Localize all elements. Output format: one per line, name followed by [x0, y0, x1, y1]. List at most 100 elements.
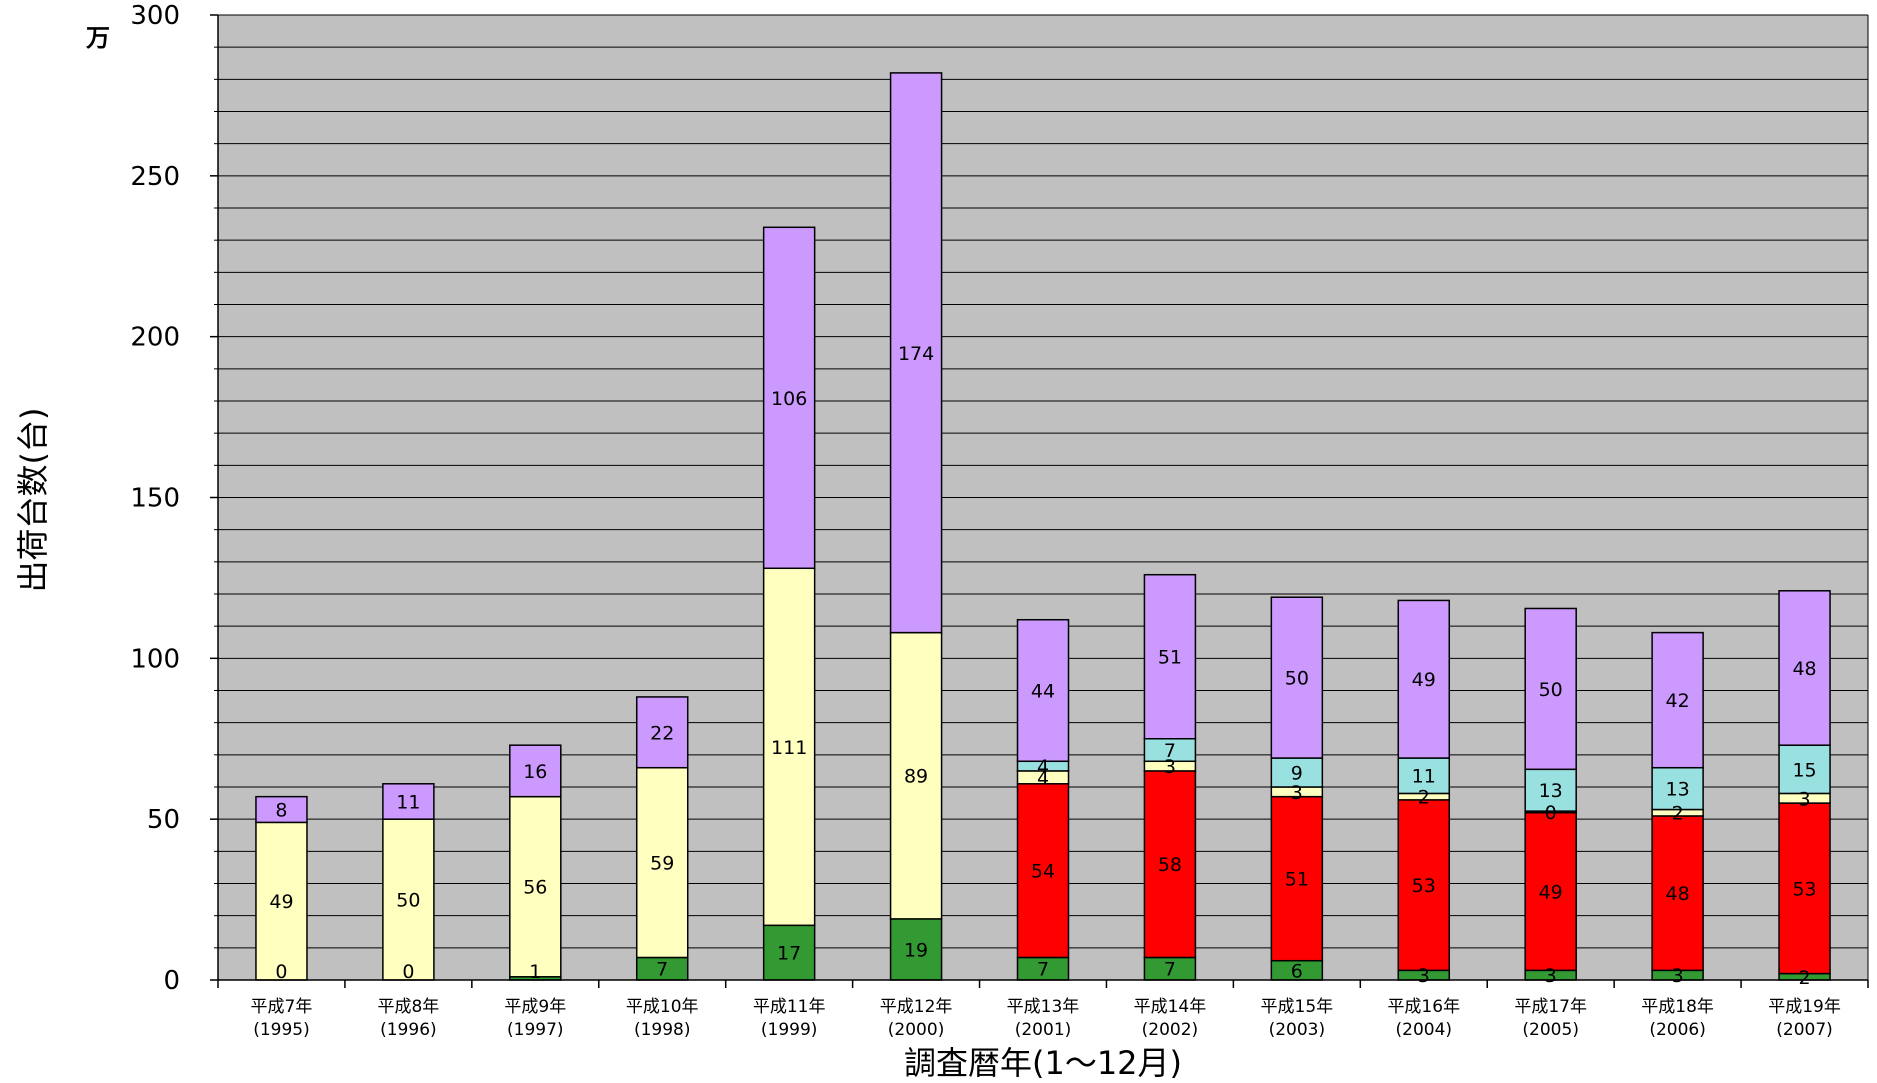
x-tick-label-line2: (2001) [1015, 1020, 1072, 1040]
data-label: 2 [1798, 967, 1810, 989]
x-tick-label: 平成15年 (2003) [1261, 997, 1334, 1040]
y-tick-label: 50 [147, 805, 180, 835]
x-tick-label-line2: (1995) [253, 1020, 310, 1040]
bar-segment [1397, 799, 1451, 972]
x-tick-label-line1: 平成15年 [1261, 997, 1334, 1017]
x-tick-label: 平成18年 (2006) [1641, 997, 1714, 1040]
data-label: 4 [1037, 767, 1049, 789]
bar-segment [1778, 590, 1831, 746]
x-tick-label: 平成12年 (2000) [880, 997, 953, 1040]
data-label: 7 [1164, 959, 1176, 981]
data-label: 3 [1418, 965, 1430, 987]
data-label: 106 [771, 388, 807, 410]
x-tick-label: 平成17年 (2005) [1514, 997, 1587, 1040]
y-axis-title: 出荷台数(台) [14, 408, 52, 593]
data-label: 42 [1666, 690, 1690, 712]
bar-segment [1270, 795, 1324, 962]
bar-segment [1524, 607, 1577, 771]
data-label: 11 [396, 791, 420, 813]
data-label: 16 [523, 761, 547, 783]
data-label: 2 [1418, 787, 1430, 809]
bar-segment [1016, 783, 1070, 959]
x-tick-label-line1: 平成10年 [626, 997, 699, 1017]
data-label: 13 [1666, 779, 1690, 801]
x-tick-label-line1: 平成9年 [504, 997, 566, 1017]
data-label: 6 [1291, 960, 1303, 982]
data-label: 3 [1291, 782, 1303, 804]
bar-segment [762, 567, 816, 927]
data-label: 51 [1158, 647, 1182, 669]
bar-segment [1524, 811, 1577, 972]
bar-segment [635, 766, 689, 959]
data-label: 48 [1666, 883, 1690, 905]
data-label: 11 [1412, 766, 1436, 788]
x-tick-label: 平成14年 (2002) [1134, 997, 1207, 1040]
bar-segment [509, 744, 562, 798]
data-label: 50 [1285, 668, 1309, 690]
x-tick-label-line1: 平成17年 [1514, 997, 1587, 1017]
data-label: 2 [1672, 803, 1684, 825]
data-label: 54 [1031, 861, 1055, 883]
data-label: 22 [650, 722, 674, 744]
data-label: 1 [529, 961, 541, 983]
y-tick-label: 250 [130, 162, 180, 192]
x-tick-label-line2: (2004) [1396, 1020, 1453, 1040]
x-tick-label-line1: 平成12年 [880, 997, 953, 1017]
bar-segment [635, 696, 689, 769]
bar-segment [255, 795, 308, 824]
x-tick-label-line1: 平成14年 [1134, 997, 1207, 1017]
x-tick-label-line1: 平成7年 [251, 997, 313, 1017]
data-label: 59 [650, 853, 674, 875]
data-label: 58 [1158, 854, 1182, 876]
x-tick-label-line1: 平成13年 [1007, 997, 1080, 1017]
bar-segment [1778, 802, 1831, 975]
x-tick-label-line2: (2006) [1649, 1020, 1706, 1040]
data-label: 51 [1285, 869, 1309, 891]
x-tick-label-line2: (2000) [888, 1020, 945, 1040]
data-label: 15 [1792, 759, 1816, 781]
data-label: 3 [1672, 965, 1684, 987]
x-tick-label-line2: (1996) [380, 1020, 437, 1040]
x-tick-label: 平成19年 (2007) [1768, 997, 1841, 1040]
data-label: 53 [1412, 875, 1436, 897]
x-axis-title: 調査暦年(1～12月) [904, 1044, 1182, 1082]
bar-segment [762, 924, 816, 981]
x-tick-label: 平成11年 (1999) [753, 997, 826, 1040]
y-tick-label: 0 [163, 966, 180, 996]
data-label: 0 [1545, 802, 1557, 824]
bar-segment [1270, 757, 1324, 788]
data-label: 3 [1545, 965, 1557, 987]
data-label: 89 [904, 766, 928, 788]
x-tick-label: 平成13年 (2001) [1007, 997, 1080, 1040]
x-tick-label-line1: 平成8年 [377, 997, 439, 1017]
data-label: 0 [275, 961, 287, 983]
bar-segment [1270, 596, 1324, 759]
x-tick-label-line1: 平成16年 [1387, 997, 1460, 1017]
axes: 050100150200250300平成7年(1995)平成8年(1996)平成… [130, 1, 1869, 1040]
x-tick-label-line2: (2007) [1776, 1020, 1833, 1040]
x-tick-label: 平成8年 (1996) [377, 997, 439, 1040]
bar-segment [1143, 573, 1197, 740]
data-label: 48 [1792, 658, 1816, 680]
data-label: 174 [898, 343, 934, 365]
data-label: 7 [656, 959, 668, 981]
data-label: 8 [275, 800, 287, 822]
data-label: 3 [1798, 788, 1810, 810]
x-tick-label-line2: (2002) [1142, 1020, 1199, 1040]
x-tick-label-line1: 平成11年 [753, 997, 826, 1017]
data-label: 4 [1037, 756, 1049, 778]
y-tick-label: 200 [130, 323, 180, 353]
bar-segment [1778, 744, 1831, 795]
bar-segment [1651, 631, 1704, 769]
data-label: 19 [904, 939, 928, 961]
data-label: 7 [1164, 740, 1176, 762]
data-label: 111 [771, 737, 807, 759]
y-unit-label: 万 [86, 24, 110, 52]
bar-segment [1397, 757, 1451, 795]
bar-segment [1016, 618, 1070, 763]
data-label: 9 [1291, 763, 1303, 785]
x-tick-label-line2: (1999) [761, 1020, 818, 1040]
data-label: 17 [777, 943, 801, 965]
